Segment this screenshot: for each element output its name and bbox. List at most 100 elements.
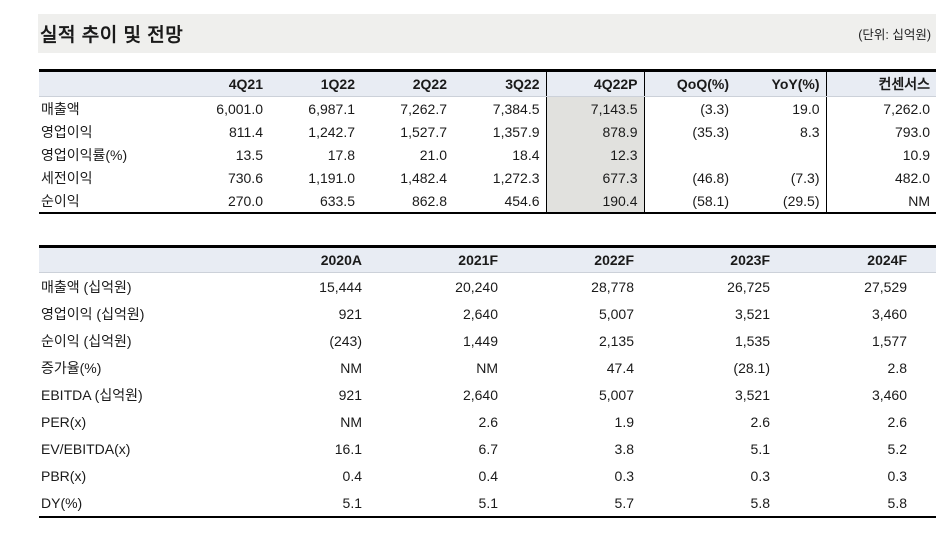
column-header: QoQ(%) xyxy=(643,70,735,97)
cell: 1,272.3 xyxy=(492,169,540,186)
row-label: 매출액 xyxy=(41,100,80,117)
cell: NM xyxy=(825,189,936,213)
cell: 3,460 xyxy=(871,386,907,403)
cell: 270.0 xyxy=(227,192,263,209)
cell: 7,384.5 xyxy=(492,100,540,117)
table-row: PBR(x) 0.4 0.4 0.3 0.3 0.3 xyxy=(39,462,936,489)
cell: (29.5) xyxy=(782,192,820,209)
column-header: 3Q22 xyxy=(453,70,546,97)
cell: 454.6 xyxy=(504,192,540,209)
cell: (58.1) xyxy=(643,189,735,213)
cell: 3,521 xyxy=(734,386,770,403)
cell: NM xyxy=(340,413,362,430)
cell: 1,357.9 xyxy=(492,123,540,140)
cell xyxy=(643,143,735,166)
cell: 2.6 xyxy=(750,413,770,430)
cell: 26,725 xyxy=(727,278,770,295)
row-label: EBITDA (십억원) xyxy=(41,386,143,403)
cell: 5.1 xyxy=(750,440,770,457)
cell: 730.6 xyxy=(227,169,263,186)
cell: 2,640 xyxy=(462,305,498,322)
column-header: 2020A xyxy=(226,246,362,273)
cell: 5.8 xyxy=(887,494,907,511)
cell: 1,527.7 xyxy=(400,123,447,140)
cell xyxy=(735,143,826,166)
cell: 19.0 xyxy=(792,100,820,117)
cell: 12.3 xyxy=(545,143,644,166)
header-row: 4Q21 1Q22 2Q22 3Q22 4Q22P QoQ(%) YoY(%) 컨센서스 xyxy=(39,70,936,97)
cell: 5.2 xyxy=(887,440,907,457)
table-row: 영업이익 (십억원) 921 2,640 5,007 3,521 3,460 xyxy=(39,300,936,327)
cell: 811.4 xyxy=(229,123,263,140)
cell: 17.8 xyxy=(327,146,355,163)
column-header: 1Q22 xyxy=(269,70,361,97)
cell: 2.8 xyxy=(887,359,907,376)
column-header: 2022F xyxy=(498,246,634,273)
table-row: 매출액 (십억원) 15,444 20,240 28,778 26,725 27,529 xyxy=(39,273,936,301)
cell: (35.3) xyxy=(643,120,735,143)
corner-header xyxy=(39,70,177,97)
cell: 16.1 xyxy=(334,440,362,457)
row-label: PER(x) xyxy=(41,413,87,430)
cell: 3,460 xyxy=(871,305,907,322)
row-label: 세전이익 xyxy=(41,169,93,186)
cell: 0.3 xyxy=(750,467,770,484)
table-row: 세전이익 730.6 1,191.0 1,482.4 1,272.3 677.3 (46.8… xyxy=(39,166,936,189)
cell: 3,521 xyxy=(734,305,770,322)
header-row: 2020A 2021F 2022F 2023F 2024F xyxy=(39,246,936,273)
cell: 47.4 xyxy=(606,359,634,376)
cell: 5,007 xyxy=(598,386,634,403)
cell: (28.1) xyxy=(733,359,770,376)
cell: 6.7 xyxy=(478,440,498,457)
cell: 10.9 xyxy=(825,143,936,166)
cell: 633.5 xyxy=(319,192,355,209)
cell: 3.8 xyxy=(614,440,634,457)
column-header: 4Q22P xyxy=(545,70,644,97)
table-row: 순이익 270.0 633.5 862.8 454.6 190.4 (58.1) (29.5)… xyxy=(39,189,936,213)
cell: 5.1 xyxy=(342,494,362,511)
table-row: 증가율(%) NM NM 47.4 (28.1) 2.8 xyxy=(39,354,936,381)
cell: 1,242.7 xyxy=(308,123,355,140)
unit-note: (단위: 십억원) xyxy=(858,28,931,42)
row-label: 순이익 (십억원) xyxy=(41,332,132,349)
column-header: 4Q21 xyxy=(177,70,269,97)
cell: 0.4 xyxy=(478,467,498,484)
column-header: 2024F xyxy=(770,246,936,273)
cell: 0.4 xyxy=(342,467,362,484)
table-row: EV/EBITDA(x) 16.1 6.7 3.8 5.1 5.2 xyxy=(39,435,936,462)
cell: 6,001.0 xyxy=(216,100,263,117)
column-header: 2021F xyxy=(362,246,498,273)
row-label: 영업이익 xyxy=(41,123,93,140)
cell: (243) xyxy=(329,332,362,349)
column-header: YoY(%) xyxy=(735,70,826,97)
table-row: 영업이익 811.4 1,242.7 1,527.7 1,357.9 878.9 (35.3… xyxy=(39,120,936,143)
cell: 2.6 xyxy=(478,413,498,430)
table-row: 순이익 (십억원) (243) 1,449 2,135 1,535 1,577 xyxy=(39,327,936,354)
cell: 921 xyxy=(338,305,362,322)
cell: 1,577 xyxy=(871,332,907,349)
column-header: 2Q22 xyxy=(361,70,453,97)
cell: 5.8 xyxy=(750,494,770,511)
corner-header xyxy=(39,246,226,273)
report-section: 실적 추이 및 전망 (단위: 십억원) 4Q21 1Q22 2Q22 3Q22 4Q2… xyxy=(38,14,936,518)
row-label: PBR(x) xyxy=(41,467,87,484)
row-label: 매출액 (십억원) xyxy=(41,278,132,295)
cell: 5.7 xyxy=(614,494,634,511)
cell: 1,535 xyxy=(734,332,770,349)
cell: (46.8) xyxy=(643,166,735,189)
cell: 190.4 xyxy=(545,189,644,213)
cell: 21.0 xyxy=(419,146,447,163)
column-header: 2023F xyxy=(634,246,770,273)
cell: 2,640 xyxy=(462,386,498,403)
cell: 20,240 xyxy=(455,278,498,295)
cell: 2.6 xyxy=(887,413,907,430)
cell: 7,262.0 xyxy=(825,96,936,120)
cell: (7.3) xyxy=(790,169,820,186)
cell: 1,449 xyxy=(462,332,498,349)
cell: 793.0 xyxy=(825,120,936,143)
cell: 0.3 xyxy=(614,467,634,484)
table-row: EBITDA (십억원) 921 2,640 5,007 3,521 3,460 xyxy=(39,381,936,408)
cell: 2,135 xyxy=(598,332,634,349)
cell: (3.3) xyxy=(643,96,735,120)
cell: NM xyxy=(476,359,498,376)
